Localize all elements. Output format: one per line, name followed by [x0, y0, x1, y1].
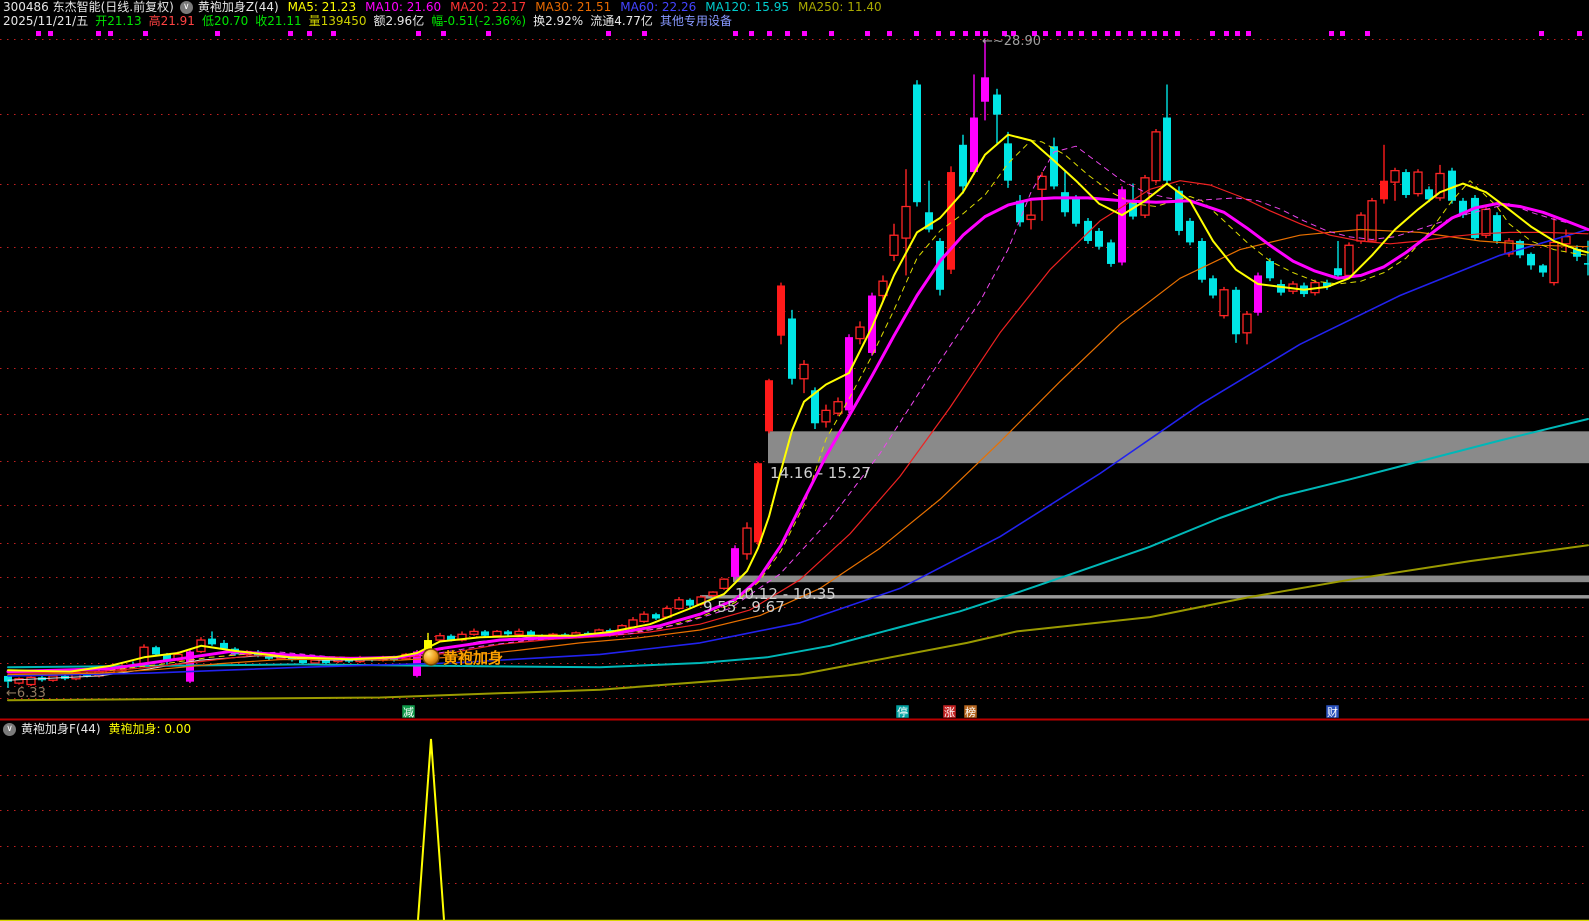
quote-field: 收21.11 [255, 14, 302, 28]
indicator-collapse-icon[interactable]: ∨ [179, 1, 193, 14]
svg-text:停: 停 [897, 705, 908, 719]
ma-label-ma120: MA120: 15.95 [705, 0, 789, 14]
signal-marker-label: 黄袍加身 [443, 649, 503, 667]
quote-field: 开21.13 [95, 14, 142, 28]
gap-band-label: 9.55 - 9.67 [703, 598, 785, 616]
ma-label-ma10: MA10: 21.60 [365, 0, 442, 14]
indicator-lines [6, 133, 1589, 702]
event-badge-榜[interactable]: 榜 [963, 704, 978, 719]
svg-text:涨: 涨 [944, 706, 955, 719]
sub-signal-value: 黄袍加身: 0.00 [108, 722, 192, 736]
ma5-yellow [7, 133, 1589, 673]
trend-magenta-thick [6, 196, 1589, 674]
ma120-cyan [7, 418, 1589, 669]
quote-field: 低20.70 [201, 14, 249, 28]
quote-field: 换2.92% [533, 14, 584, 28]
event-badges[interactable]: 减 停 涨榜 财 [401, 704, 1340, 719]
event-badge-减[interactable]: 减 [401, 704, 416, 719]
event-badge-停[interactable]: 停 [895, 704, 910, 719]
signal-spike [417, 738, 445, 921]
high-price-annotation: ←~28.90 [982, 34, 1041, 49]
quote-field: 幅-0.51(-2.36%) [431, 14, 527, 28]
stock-title: 300486 东杰智能(日线.前复权) [3, 0, 174, 14]
gap-band [768, 431, 1589, 464]
sub-panel-gridlines [0, 775, 1589, 884]
svg-text:财: 财 [1327, 705, 1338, 719]
gold-coin-icon [422, 648, 440, 666]
quote-field: 高21.91 [148, 14, 195, 28]
buy-signal-marker: 黄袍加身 [422, 648, 503, 667]
quote-field: 2025/11/21/五 [3, 14, 89, 28]
quote-field: 额2.96亿 [373, 14, 425, 28]
ma-label-ma30: MA30: 21.51 [535, 0, 612, 14]
gap-bands [700, 431, 1589, 599]
ma30-orange [7, 228, 1589, 676]
ma-label-ma20: MA20: 22.17 [450, 0, 527, 14]
sub-indicator-name: 黄袍加身F(44) [21, 722, 101, 736]
candlesticks [4, 40, 1589, 688]
ma-label-ma60: MA60: 22.26 [620, 0, 697, 14]
ma60-blue [7, 228, 1589, 677]
low-price-annotation: ←6.33 [6, 686, 46, 701]
sub-panel-header: ∨ 黄袍加身F(44) 黄袍加身: 0.00 [3, 723, 191, 736]
gap-band-label: 10.12 - 10.35 [735, 585, 836, 603]
top-signal-dots [36, 31, 1582, 36]
sub-indicator-collapse-icon[interactable]: ∨ [3, 723, 16, 736]
gap-band-label: 14.16 - 15.27 [770, 464, 871, 482]
quote-field: 量139450 [308, 14, 367, 28]
quote-info-row: 2025/11/21/五 开21.13 高21.91 低20.70 收21.11 量139… [3, 15, 732, 28]
event-badge-财[interactable]: 财 [1325, 704, 1340, 719]
svg-text:减: 减 [403, 706, 414, 719]
ma-label-ma5: MA5: 21.23 [287, 0, 357, 14]
svg-text:榜: 榜 [965, 705, 976, 719]
gap-band [733, 575, 1589, 583]
ma-label-ma250: MA250: 11.40 [797, 0, 882, 14]
quote-field: 流通4.77亿 [590, 14, 653, 28]
event-badge-涨[interactable]: 涨 [942, 704, 957, 719]
main-chart-header: 300486 东杰智能(日线.前复权) ∨ 黄袍加身Z(44) MA5: 21.23 M… [3, 1, 882, 14]
gap-band [700, 595, 1589, 599]
quote-field: 其他专用设备 [659, 14, 732, 28]
main-indicator-name: 黄袍加身Z(44) [197, 0, 279, 14]
band-labels: 14.16 - 15.27 10.12 - 10.359.55 - 9.67 [703, 464, 871, 616]
ma250-olive [7, 544, 1589, 702]
